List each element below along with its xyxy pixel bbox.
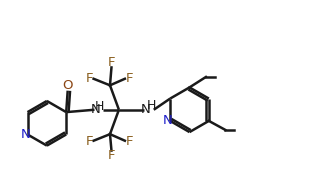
Text: N: N — [163, 114, 173, 127]
Text: F: F — [126, 135, 133, 148]
Text: N: N — [91, 103, 101, 116]
Text: F: F — [86, 135, 93, 148]
Text: F: F — [126, 72, 133, 85]
Text: H: H — [147, 99, 156, 112]
Text: F: F — [108, 149, 115, 162]
Text: N: N — [21, 128, 31, 141]
Text: F: F — [86, 72, 93, 85]
Text: O: O — [63, 79, 73, 92]
Text: H: H — [95, 100, 105, 113]
Text: N: N — [141, 103, 151, 116]
Text: F: F — [108, 56, 115, 69]
